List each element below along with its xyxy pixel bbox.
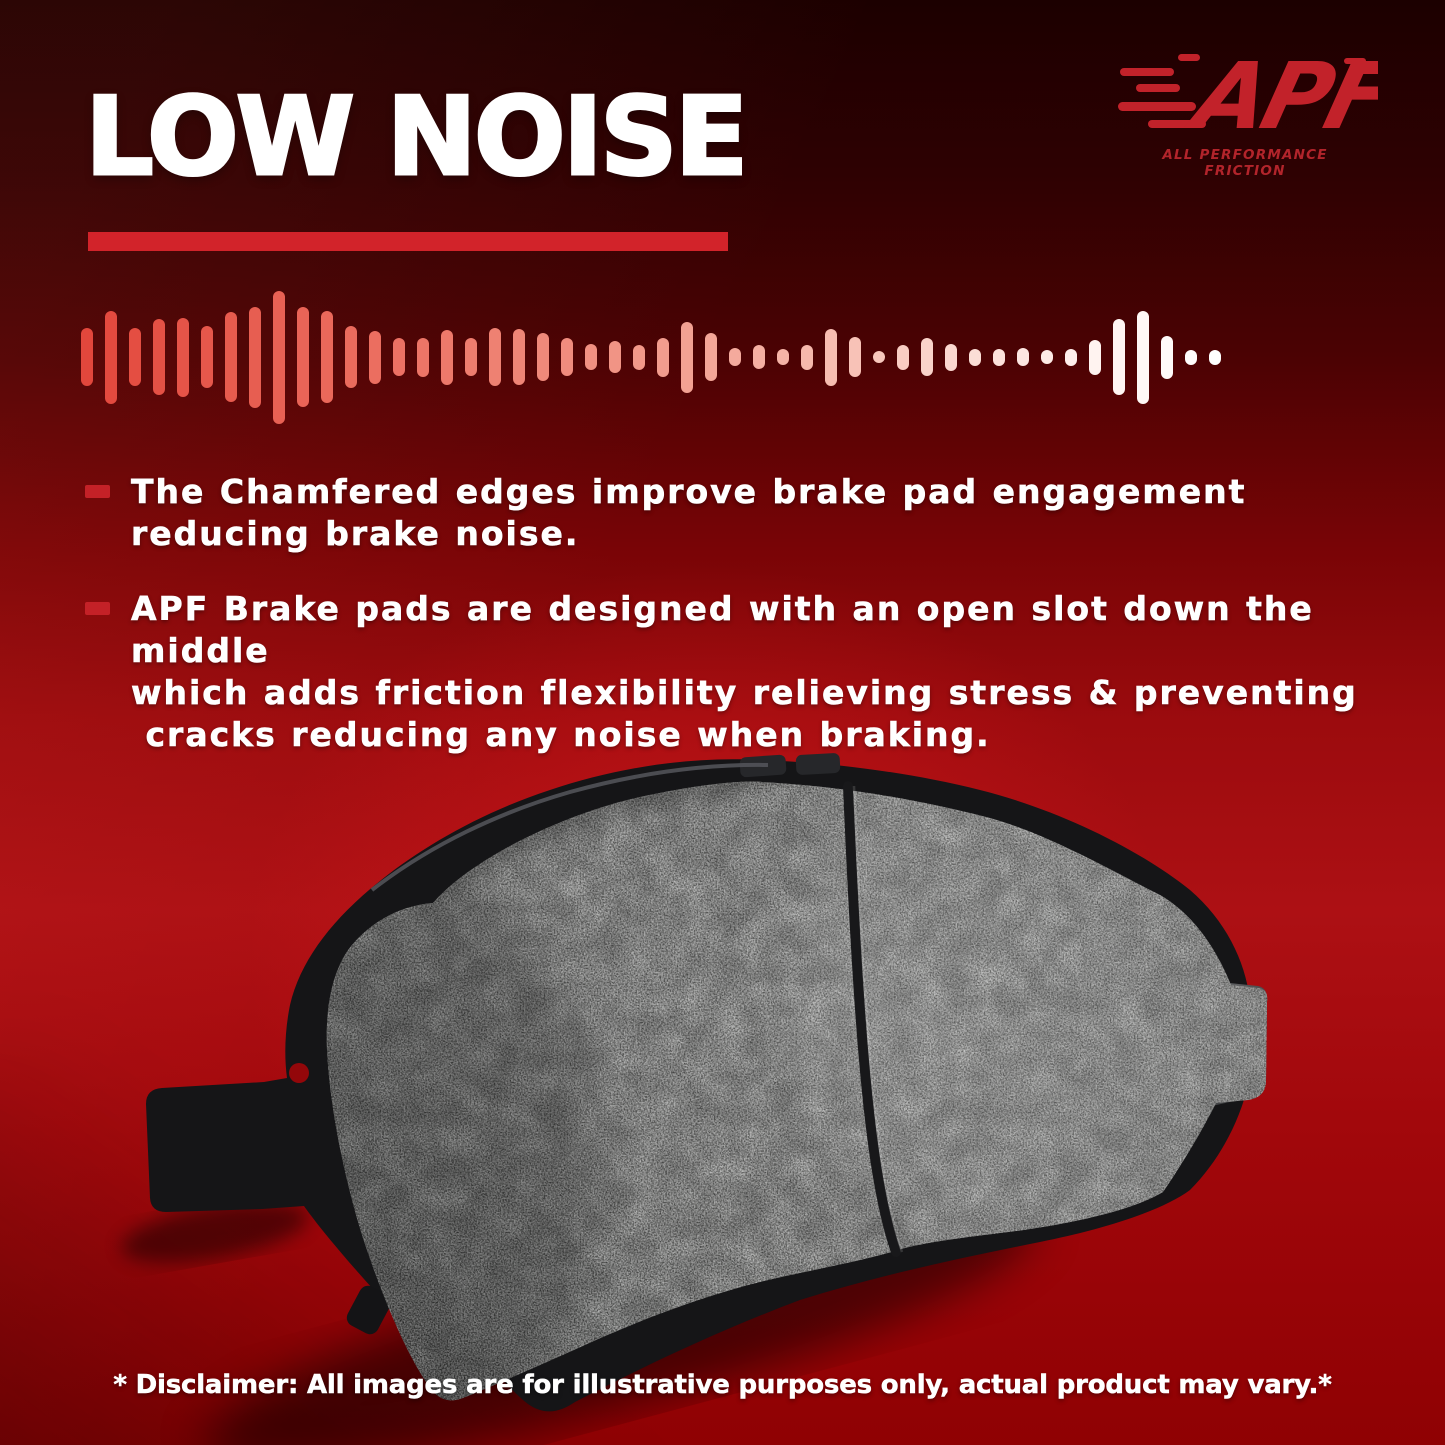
wave-bar	[81, 328, 93, 386]
wave-bar	[921, 338, 933, 376]
bullet-line: reducing brake noise.	[131, 514, 580, 554]
bullet-text: APF Brake pads are designed with an open…	[131, 588, 1445, 756]
wave-bar	[1161, 335, 1173, 379]
wave-bar	[633, 344, 645, 370]
wave-bar	[825, 328, 837, 386]
wave-bar	[945, 343, 957, 371]
wave-bar	[225, 312, 237, 402]
wave-bar	[465, 338, 477, 376]
wave-bar	[561, 338, 573, 376]
wave-bar	[297, 307, 309, 407]
wave-bar	[993, 348, 1005, 366]
bullet-line: which adds friction flexibility relievin…	[131, 673, 1358, 713]
wave-bar	[777, 349, 789, 365]
apf-logo: APF	[1118, 46, 1378, 146]
wave-bar	[201, 326, 213, 388]
wave-bar	[657, 337, 669, 377]
wave-bar	[393, 338, 405, 376]
bullet-line: cracks reducing any noise when braking.	[131, 715, 991, 755]
wave-bar	[513, 329, 525, 385]
bullet-marker	[85, 485, 110, 498]
wave-bar	[897, 344, 909, 370]
bullet-line: The Chamfered edges improve brake pad en…	[131, 472, 1247, 512]
wave-bar	[1017, 348, 1029, 366]
logo-brand-text: APF	[1177, 46, 1378, 146]
page-title: LOW NOISE	[83, 75, 749, 200]
wave-bar	[345, 326, 357, 388]
pad-center-slot	[843, 781, 904, 1257]
wave-bar	[1209, 349, 1221, 365]
wave-bar	[753, 345, 765, 369]
wave-bar	[105, 310, 117, 404]
wave-bar	[417, 337, 429, 377]
disclaimer-text: * Disclaimer: All images are for illustr…	[113, 1370, 1332, 1401]
title-underline	[88, 232, 728, 251]
wave-bar	[1113, 319, 1125, 395]
wave-bar	[537, 333, 549, 381]
wave-bar	[1185, 349, 1197, 365]
bullet-marker	[85, 602, 110, 615]
wave-bar	[1137, 310, 1149, 404]
wave-bar	[1041, 350, 1053, 364]
bullet-text: The Chamfered edges improve brake pad en…	[131, 471, 1246, 555]
wave-bar	[321, 311, 333, 403]
wave-bar	[153, 319, 165, 395]
bullet-item-open-slot: APF Brake pads are designed with an open…	[85, 588, 1445, 756]
wave-bar	[1065, 348, 1077, 366]
wave-bar	[585, 344, 597, 370]
wave-bar	[369, 330, 381, 384]
logo-tagline: ALL PERFORMANCE FRICTION	[1162, 147, 1328, 179]
wave-bar	[681, 321, 693, 393]
wave-bar	[249, 306, 261, 408]
logo-speed-lines	[1118, 54, 1366, 128]
wave-bar	[609, 341, 621, 373]
wave-bar	[129, 328, 141, 386]
wave-bar	[441, 329, 453, 385]
bullet-item-chamfered-edges: The Chamfered edges improve brake pad en…	[85, 471, 1246, 555]
wave-bar	[969, 348, 981, 366]
bullet-line: APF Brake pads are designed with an open…	[131, 589, 1329, 671]
wave-bar	[849, 337, 861, 377]
wave-bar	[705, 333, 717, 381]
wave-bar	[1089, 339, 1101, 375]
wave-bar	[177, 317, 189, 397]
wave-bar	[489, 328, 501, 386]
wave-bar	[273, 290, 285, 424]
wave-bar	[729, 348, 741, 366]
wave-bar	[873, 351, 885, 363]
wave-bar	[801, 344, 813, 370]
